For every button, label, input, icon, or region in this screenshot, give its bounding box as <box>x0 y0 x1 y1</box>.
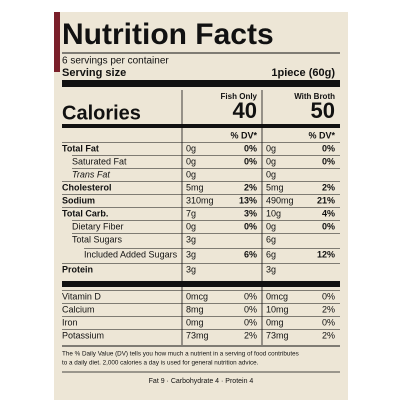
amount: 0g <box>186 156 196 166</box>
nutrient-name: Trans Fat <box>72 169 110 179</box>
amount: 3g <box>186 234 196 244</box>
amount: 0g <box>266 169 276 179</box>
footnote: to a daily diet. 2,000 calories a day is… <box>62 360 259 367</box>
amount: 3g <box>186 264 196 274</box>
amount: 0mcg <box>186 291 208 301</box>
nutrient-name: Potassium <box>62 330 104 340</box>
daily-value: 0% <box>322 291 335 301</box>
daily-value: 21% <box>317 195 335 205</box>
daily-value: 2% <box>322 182 335 192</box>
serving-size-label: Serving size <box>62 67 126 79</box>
serving-size-value: 1piece (60g) <box>271 67 335 79</box>
column-name: Fish Only <box>221 92 258 101</box>
amount: 0g <box>186 221 196 231</box>
amount: 10g <box>266 208 281 218</box>
edge <box>54 12 60 72</box>
amount: 0g <box>266 156 276 166</box>
nutrient-name: Sodium <box>62 195 95 205</box>
amount: 5mg <box>266 182 284 192</box>
daily-value: 0% <box>244 221 257 231</box>
calories-value: 50 <box>311 98 335 123</box>
daily-value: 2% <box>244 330 257 340</box>
daily-value: 0% <box>244 143 257 153</box>
amount: 0mg <box>186 317 204 327</box>
daily-value: 0% <box>244 156 257 166</box>
daily-value: 12% <box>317 249 335 259</box>
amount: 490mg <box>266 195 294 205</box>
servings: 6 servings per container <box>62 56 169 67</box>
daily-value: 2% <box>244 182 257 192</box>
daily-value: 2% <box>322 304 335 314</box>
title: Nutrition Facts <box>62 18 274 51</box>
daily-value: 0% <box>322 221 335 231</box>
daily-value: 0% <box>322 143 335 153</box>
amount: 0mcg <box>266 291 288 301</box>
nutrient-name: Iron <box>62 317 78 327</box>
amount: 0g <box>186 169 196 179</box>
nutrient-name: Dietary Fiber <box>72 221 124 231</box>
amount: 73mg <box>266 330 289 340</box>
column-name: With Broth <box>294 92 335 101</box>
daily-value: 3% <box>244 208 257 218</box>
nutrient-name: Total Sugars <box>72 234 123 244</box>
amount: 0mg <box>266 317 284 327</box>
nutrient-name: Vitamin D <box>62 291 101 301</box>
nutrient-name: Cholesterol <box>62 182 112 192</box>
thick-rule <box>62 281 340 287</box>
nutrient-name: Saturated Fat <box>72 156 127 166</box>
daily-value: 0% <box>244 317 257 327</box>
daily-value: 0% <box>244 291 257 301</box>
amount: 10mg <box>266 304 289 314</box>
calories-per-gram: Fat 9 · Carbohydrate 4 · Protein 4 <box>149 378 254 385</box>
amount: 0g <box>186 143 196 153</box>
nutrient-name: Included Added Sugars <box>84 249 178 259</box>
amount: 6g <box>266 249 276 259</box>
calories-value: 40 <box>233 98 257 123</box>
daily-value: 0% <box>322 156 335 166</box>
amount: 310mg <box>186 195 214 205</box>
amount: 8mg <box>186 304 204 314</box>
nutrient-name: Total Carb. <box>62 208 108 218</box>
amount: 7g <box>186 208 196 218</box>
thick-rule <box>62 80 340 87</box>
footnote: The % Daily Value (DV) tells you how muc… <box>62 351 299 358</box>
amount: 3g <box>186 249 196 259</box>
amount: 3g <box>266 264 276 274</box>
amount: 73mg <box>186 330 209 340</box>
dv-header: % DV* <box>230 130 257 140</box>
daily-value: 4% <box>322 208 335 218</box>
calories-label: Calories <box>62 102 141 124</box>
nutrient-name: Calcium <box>62 304 95 314</box>
amount: 0g <box>266 221 276 231</box>
medium-rule <box>62 124 340 128</box>
amount: 5mg <box>186 182 204 192</box>
daily-value: 13% <box>239 195 257 205</box>
daily-value: 2% <box>322 330 335 340</box>
daily-value: 0% <box>322 317 335 327</box>
amount: 6g <box>266 234 276 244</box>
daily-value: 0% <box>244 304 257 314</box>
daily-value: 6% <box>244 249 257 259</box>
nutrient-name: Total Fat <box>62 143 99 153</box>
amount: 0g <box>266 143 276 153</box>
label-bg <box>54 12 348 400</box>
nutrient-name: Protein <box>62 264 93 274</box>
dv-header: % DV* <box>308 130 335 140</box>
